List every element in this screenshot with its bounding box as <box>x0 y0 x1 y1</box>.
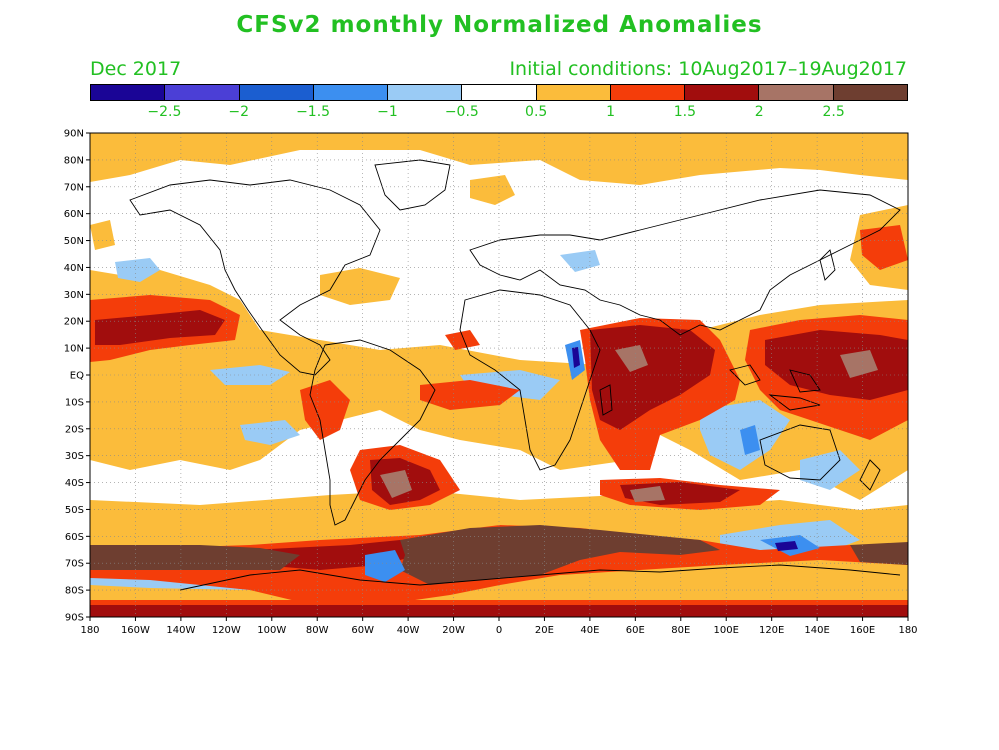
colorbar-label: −2.5 <box>147 104 182 120</box>
lon-label: 20E <box>535 625 554 636</box>
lon-label: 120E <box>759 625 784 636</box>
lat-label: 50S <box>65 505 84 516</box>
lat-label: 80N <box>64 155 84 166</box>
colorbar-swatch <box>388 85 463 100</box>
longitude-labels: 180 160W 140W 120W 100W 80W 60W 40W 20W 0 20E 40E 60… <box>80 625 917 636</box>
lon-label: 60W <box>351 625 374 636</box>
lat-label: 50N <box>64 236 84 247</box>
lat-label: 30S <box>65 451 84 462</box>
colorbar <box>90 84 908 101</box>
lat-label: 90S <box>65 613 84 624</box>
lat-label: 70S <box>65 559 84 570</box>
colorbar-swatch <box>462 85 537 100</box>
colorbar-swatch <box>313 85 389 100</box>
forecast-month: Dec 2017 <box>90 58 182 80</box>
lat-label: EQ <box>70 371 84 382</box>
colorbar-swatch <box>759 85 834 100</box>
lat-label: 80S <box>65 586 84 597</box>
axis-ticks <box>86 132 909 621</box>
colorbar-swatch <box>536 85 611 100</box>
lat-label: 70N <box>64 182 84 193</box>
lat-label: 10N <box>64 344 84 355</box>
lon-label: 160E <box>850 625 875 636</box>
colorbar-label: −1 <box>377 104 398 120</box>
anomaly-2-2.5-regions <box>380 345 878 502</box>
colorbar-swatch <box>239 85 314 100</box>
lon-label: 40W <box>397 625 420 636</box>
lon-label: 0 <box>496 625 502 636</box>
lon-label: 60E <box>626 625 645 636</box>
lat-label: 10S <box>65 397 84 408</box>
colorbar-label: 2.5 <box>822 104 845 120</box>
lat-label: 40N <box>64 263 84 274</box>
colorbar-label: −0.5 <box>444 104 479 120</box>
colorbar-swatch <box>833 85 907 100</box>
coastlines <box>129 159 901 591</box>
latitude-labels: 90N 80N 70N 60N 50N 40N 30N 20N 10N EQ 10S 20S 30S 40… <box>64 129 84 624</box>
lat-label: 60S <box>65 532 84 543</box>
lon-label: 140W <box>166 625 195 636</box>
lat-label: 40S <box>65 478 84 489</box>
lon-label: 40E <box>580 625 599 636</box>
lon-label: 20W <box>442 625 465 636</box>
lat-label: 20N <box>64 317 84 328</box>
lon-label: 120W <box>212 625 241 636</box>
lat-label: 60N <box>64 209 84 220</box>
colorbar-label: 1 <box>606 104 615 120</box>
lon-label: 180 <box>80 625 99 636</box>
colorbar-swatch <box>91 85 166 100</box>
lon-label: 180 <box>898 625 917 636</box>
lon-label: 160W <box>121 625 150 636</box>
colorbar-label: −2 <box>228 104 250 120</box>
colorbar-swatch <box>610 85 686 100</box>
colorbar-label: 0.5 <box>525 104 548 120</box>
colorbar-swatch <box>685 85 760 100</box>
initial-conditions: Initial conditions: 10Aug2017–19Aug2017 <box>509 58 907 80</box>
lat-label: 20S <box>65 424 84 435</box>
lat-label: 90N <box>64 129 84 140</box>
lon-label: 80W <box>306 625 329 636</box>
lat-label: 30N <box>64 290 84 301</box>
lon-label: 140E <box>804 625 829 636</box>
lon-label: 80E <box>671 625 690 636</box>
anomaly-above-2.5-regions <box>90 525 908 585</box>
anomaly-below-2.5-regions <box>572 347 798 551</box>
lon-label: 100W <box>257 625 286 636</box>
colorbar-label: 1.5 <box>673 104 697 120</box>
chart-title: CFSv2 monthly Normalized Anomalies <box>236 12 763 38</box>
colorbar-label: −1.5 <box>296 104 331 120</box>
lon-label: 100E <box>714 625 739 636</box>
colorbar-label: 2 <box>754 104 764 120</box>
graticule <box>90 133 908 617</box>
colorbar-swatch <box>165 85 240 100</box>
